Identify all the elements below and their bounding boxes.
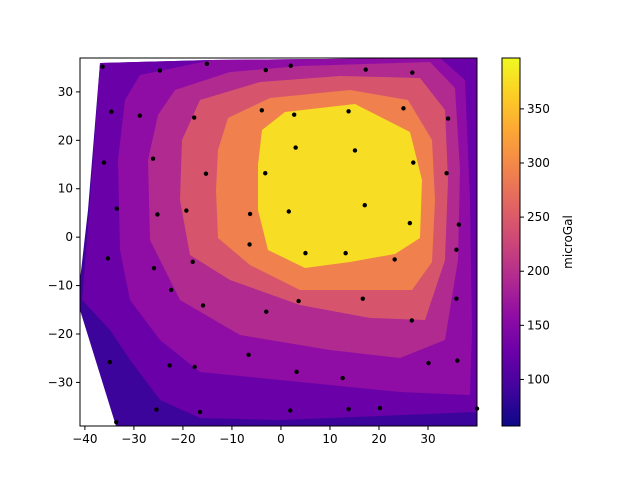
data-point-9 [191, 115, 197, 120]
data-point-42 [296, 298, 301, 304]
data-point-24 [155, 212, 160, 217]
x-axis: −40 −30 −20 −10 0 10 20 30 [72, 426, 436, 446]
data-point-38 [454, 247, 459, 252]
data-point-51 [340, 375, 345, 381]
data-point-13 [401, 106, 406, 111]
data-point-54 [114, 419, 119, 425]
data-point-29 [407, 220, 413, 226]
colorbar-tick-label: 150 [527, 318, 550, 332]
data-point-36 [343, 250, 348, 256]
data-point-37 [392, 257, 397, 262]
plot-frame [79, 57, 478, 427]
data-point-35 [303, 250, 308, 256]
x-tick-label: −10 [219, 432, 244, 446]
contour-fills [80, 58, 477, 426]
data-point-46 [107, 359, 113, 365]
data-point-23 [114, 206, 119, 211]
data-point-30 [456, 222, 462, 227]
colorbar-tick-label: 200 [527, 264, 550, 278]
colorbar-label: microGal [561, 215, 575, 269]
data-point-57 [288, 408, 293, 413]
data-point-32 [151, 265, 157, 271]
data-point-4 [288, 63, 293, 68]
y-tick-label: 20 [58, 133, 73, 147]
colorbar-tick-label: 250 [527, 210, 550, 224]
data-point-7 [109, 109, 114, 114]
y-tick-label: 0 [65, 230, 73, 244]
data-point-49 [246, 352, 251, 358]
data-point-55 [154, 407, 159, 412]
data-point-16 [150, 156, 156, 161]
data-point-34 [247, 242, 252, 247]
data-point-31 [105, 256, 111, 261]
data-point-2 [204, 61, 210, 67]
data-point-15 [101, 160, 107, 165]
data-point-26 [247, 211, 253, 217]
data-point-19 [293, 145, 298, 150]
data-point-53 [455, 358, 460, 363]
data-point-8 [137, 113, 142, 118]
y-tick-label: 10 [58, 182, 73, 196]
x-tick-label: 20 [371, 432, 386, 446]
x-tick-label: −20 [170, 432, 195, 446]
x-tick-label: −30 [121, 432, 146, 446]
y-tick-label: −20 [48, 327, 73, 341]
x-tick-label: 30 [420, 432, 435, 446]
y-tick-label: 30 [58, 85, 73, 99]
data-point-0 [100, 64, 105, 69]
data-point-21 [411, 160, 416, 165]
colorbar [501, 57, 521, 427]
y-tick-label: −10 [48, 279, 73, 293]
data-point-5 [363, 67, 368, 72]
data-point-48 [192, 364, 197, 370]
data-point-12 [346, 109, 351, 114]
x-tick-label: −40 [72, 432, 97, 446]
contour-band-7 [258, 104, 422, 268]
data-points [100, 61, 480, 425]
data-point-10 [259, 108, 265, 113]
data-point-17 [203, 171, 209, 176]
colorbar-tick-label: 300 [527, 156, 550, 170]
data-point-58 [346, 406, 351, 412]
data-point-28 [362, 203, 367, 208]
data-point-1 [157, 68, 163, 73]
data-point-59 [377, 405, 383, 411]
data-point-56 [197, 409, 203, 415]
y-axis: −30 −20 −10 0 10 20 30 [48, 85, 80, 389]
data-point-3 [263, 67, 268, 73]
data-point-43 [360, 296, 366, 301]
data-point-50 [294, 369, 299, 374]
data-point-27 [286, 209, 291, 214]
y-tick-label: −30 [48, 375, 73, 389]
colorbar-tick-label: 100 [527, 372, 550, 386]
data-point-40 [200, 303, 206, 308]
colorbar-tick-label: 350 [527, 102, 550, 116]
data-point-41 [264, 309, 269, 314]
data-point-39 [168, 287, 174, 293]
data-point-47 [167, 363, 172, 368]
data-point-52 [426, 360, 431, 366]
colorbar-ticks: 100 150 200 250 300 350 [520, 102, 550, 386]
data-point-6 [410, 70, 415, 75]
x-tick-label: 10 [322, 432, 337, 446]
data-point-44 [409, 318, 415, 323]
data-point-45 [454, 296, 459, 301]
data-point-14 [445, 116, 451, 121]
data-point-18 [263, 171, 268, 176]
data-point-33 [190, 259, 195, 265]
data-point-20 [352, 148, 358, 153]
x-tick-label: 0 [277, 432, 285, 446]
data-point-25 [184, 208, 189, 213]
data-point-22 [444, 171, 449, 176]
data-point-11 [291, 112, 297, 117]
